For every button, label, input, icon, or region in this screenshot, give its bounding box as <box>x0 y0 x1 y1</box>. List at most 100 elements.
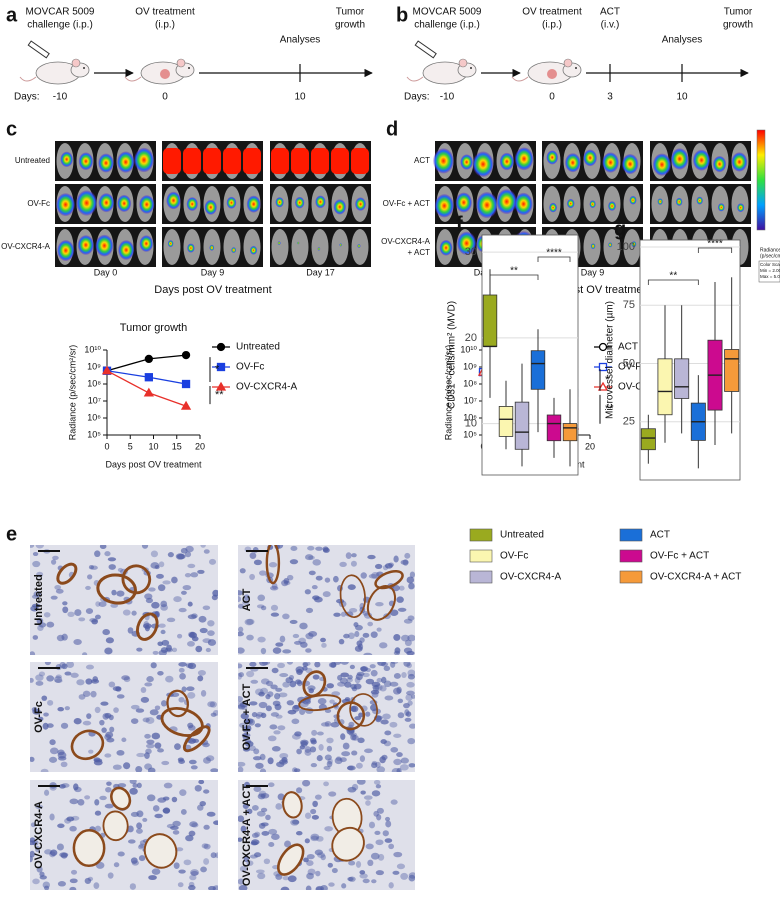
signal-blob <box>696 196 703 205</box>
nucleus <box>197 569 205 574</box>
nucleus <box>389 721 398 728</box>
nucleus <box>91 618 98 625</box>
nucleus <box>190 870 199 876</box>
nucleus <box>290 545 298 551</box>
nucleus <box>127 825 134 833</box>
nucleus <box>375 601 384 607</box>
legend-swatch <box>619 549 643 563</box>
signal-blob <box>546 150 559 165</box>
legend-marker <box>598 342 608 352</box>
row-label: ACT <box>414 156 430 165</box>
nucleus <box>370 631 378 639</box>
nucleus <box>368 573 378 579</box>
nucleus <box>251 712 258 718</box>
nucleus <box>161 639 170 646</box>
nucleus <box>246 808 253 815</box>
nucleus <box>177 757 184 762</box>
nucleus <box>187 662 197 670</box>
nucleus <box>145 597 153 604</box>
nucleus <box>348 721 355 727</box>
nucleus <box>238 884 248 890</box>
nucleus <box>260 793 270 799</box>
legend-swatch <box>469 570 493 584</box>
nucleus <box>391 768 401 772</box>
nucleus <box>257 636 266 643</box>
nucleus <box>100 701 109 706</box>
nucleus <box>407 615 415 621</box>
nucleus <box>305 648 312 653</box>
signal-blob <box>514 147 534 171</box>
nucleus <box>238 672 244 678</box>
histology-image <box>30 545 218 655</box>
nucleus <box>57 881 66 887</box>
nucleus <box>148 587 156 592</box>
legend-marker <box>216 362 226 372</box>
column-label: Day 9 <box>201 267 225 277</box>
nucleus <box>359 870 366 875</box>
nucleus <box>243 855 250 863</box>
signal-blob <box>602 152 619 173</box>
timeline-day: 3 <box>607 92 613 103</box>
signal-blob <box>275 197 284 208</box>
nucleus <box>30 837 36 843</box>
nucleus <box>350 560 357 567</box>
nucleus <box>309 746 317 753</box>
nucleus <box>49 739 56 746</box>
nucleus <box>93 758 103 763</box>
nucleus <box>393 851 403 858</box>
nucleus <box>390 747 399 753</box>
nucleus <box>397 698 404 704</box>
nucleus <box>399 764 409 771</box>
nucleus <box>254 723 261 728</box>
nucleus <box>351 783 359 791</box>
nucleus <box>172 820 181 827</box>
data-point <box>101 365 113 375</box>
box <box>724 349 740 392</box>
nucleus <box>46 675 55 682</box>
nucleus <box>327 862 333 868</box>
nucleus <box>248 718 255 726</box>
nucleus <box>270 712 280 717</box>
nucleus <box>112 764 122 770</box>
nucleus <box>200 545 206 548</box>
nucleus <box>117 851 125 857</box>
nucleus <box>238 603 244 609</box>
nucleus <box>87 574 93 580</box>
nucleus <box>281 579 289 587</box>
nucleus <box>286 574 294 581</box>
nucleus <box>141 545 149 549</box>
nucleus <box>95 601 101 607</box>
signal-blob <box>657 198 663 205</box>
nucleus <box>99 545 107 549</box>
nucleus <box>99 795 107 801</box>
nucleus <box>85 608 94 614</box>
vessel <box>135 612 159 641</box>
nucleus <box>187 692 196 699</box>
nucleus <box>135 708 145 713</box>
nucleus <box>170 825 179 830</box>
significance-label: * <box>215 363 220 375</box>
significance-label: * <box>605 374 610 386</box>
row-label: OV-Fc + ACT <box>383 199 430 208</box>
nucleus <box>60 722 69 729</box>
nucleus <box>376 766 386 772</box>
nucleus <box>94 825 102 832</box>
nucleus <box>320 722 330 727</box>
nucleus <box>370 852 380 860</box>
nucleus <box>324 754 332 761</box>
nucleus <box>37 624 44 632</box>
nucleus <box>365 800 371 806</box>
color-bar-title: (p/sec/cm²/sr) <box>760 253 780 259</box>
nucleus <box>238 596 242 603</box>
nucleus <box>253 786 262 793</box>
nucleus <box>292 633 300 639</box>
data-point <box>144 373 154 382</box>
nucleus <box>130 718 139 724</box>
nucleus <box>308 570 316 576</box>
nucleus <box>299 622 308 630</box>
column-label: Day 0 <box>94 267 118 277</box>
nucleus <box>255 869 265 874</box>
nucleus <box>375 839 384 846</box>
nucleus <box>365 667 371 673</box>
mouse-icon <box>406 40 477 85</box>
